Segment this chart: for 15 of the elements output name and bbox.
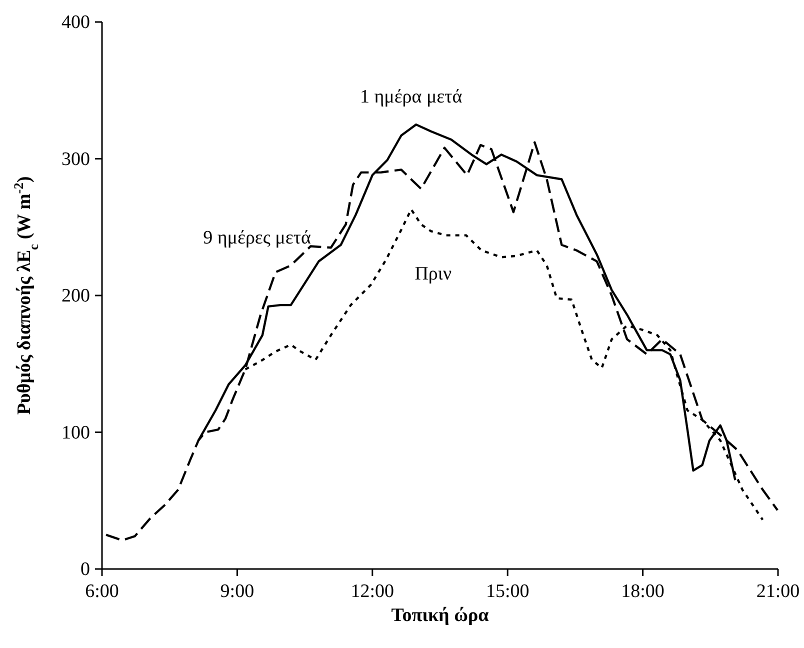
y-tick-label: 400 xyxy=(62,12,90,33)
x-tick-label: 12:00 xyxy=(350,581,394,602)
series-label: 1 ημέρα μετά xyxy=(360,86,462,108)
x-tick-label: 18:00 xyxy=(621,581,664,602)
x-tick-label: 21:00 xyxy=(756,581,800,602)
series-label: Πριν xyxy=(414,263,452,284)
x-tick-label: 9:00 xyxy=(220,581,254,602)
x-axis-title: Τοπική ώρα xyxy=(391,605,490,626)
x-tick-label: 15:00 xyxy=(486,581,530,602)
y-tick-label: 200 xyxy=(62,286,90,306)
y-tick-label: 0 xyxy=(80,559,90,580)
y-tick-label: 100 xyxy=(62,422,90,444)
x-tick-label: 6:00 xyxy=(85,581,119,602)
series-label: 9 ημέρες μετά xyxy=(203,228,311,249)
y-tick-label: 300 xyxy=(62,148,90,170)
